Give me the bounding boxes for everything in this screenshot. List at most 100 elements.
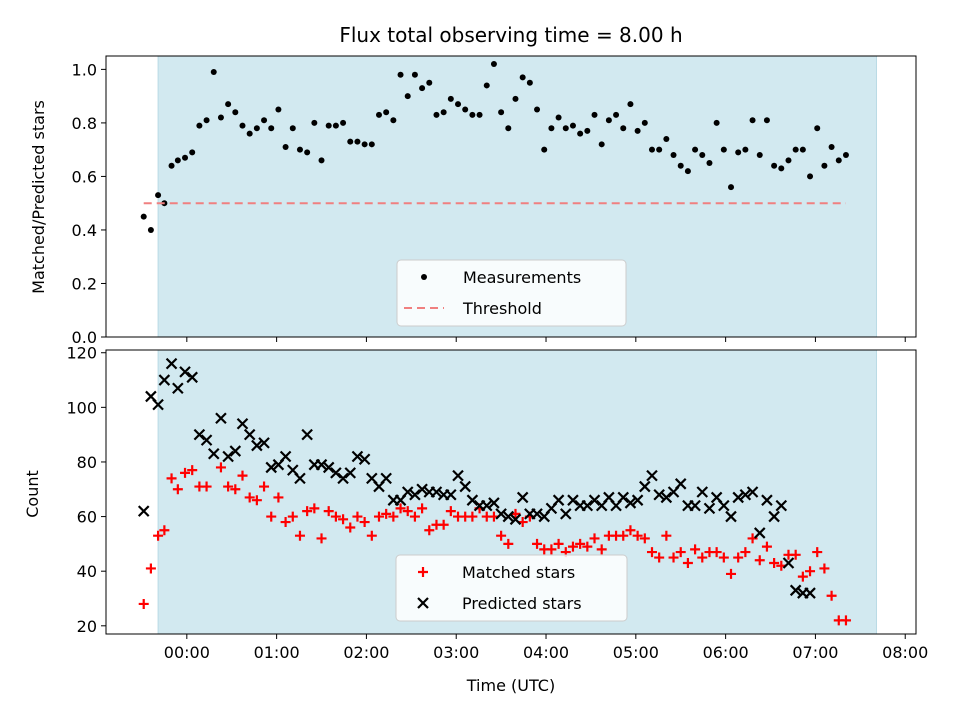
legend-label: Predicted stars [462, 594, 582, 613]
matched-star-point [697, 552, 708, 563]
measurement-point [778, 165, 785, 172]
predicted-star-point [639, 480, 651, 493]
measurement-point [426, 79, 433, 86]
measurement-point [735, 149, 742, 156]
measurement-point [512, 95, 519, 102]
matched-star-point [424, 525, 435, 536]
measurement-point [469, 111, 476, 118]
matched-star-point [345, 522, 356, 533]
matched-star-point [187, 465, 198, 476]
bottom-y-tick-label: 80 [77, 453, 97, 472]
matched-star-point [323, 506, 334, 517]
matched-star-point [740, 547, 751, 558]
measurement-point [598, 141, 605, 148]
measurement-point [692, 146, 699, 153]
matched-star-point [826, 590, 837, 601]
predicted-star-point [488, 497, 500, 509]
measurement-point [261, 117, 268, 124]
predicted-star-point [251, 439, 263, 452]
measurement-point [203, 117, 210, 124]
measurement-point [155, 192, 162, 199]
matched-star-point [445, 506, 456, 517]
measurement-point [147, 226, 154, 233]
top-y-tick-label: 0.0 [72, 328, 97, 347]
measurement-point [296, 146, 303, 153]
matched-star-point [582, 541, 593, 552]
measurement-point [217, 114, 224, 121]
measurement-point [304, 149, 311, 156]
bottom-axes-frame [105, 349, 917, 635]
matched-star-point [761, 541, 772, 552]
predicted-star-point [804, 587, 816, 599]
measurement-point [189, 149, 196, 156]
measurement-point [289, 125, 296, 132]
legend-predicted-marker [417, 597, 429, 609]
predicted-star-point [301, 428, 313, 441]
matched-star-point [726, 568, 737, 579]
matched-star-point [661, 530, 672, 541]
predicted-star-point [452, 469, 464, 482]
matched-star-point [467, 511, 478, 522]
measurement-point [354, 138, 361, 145]
measurement-point [483, 82, 490, 89]
measurement-point [505, 125, 512, 132]
matched-star-point [532, 538, 543, 549]
measurement-point [605, 117, 612, 124]
predicted-star-point [229, 445, 242, 457]
matched-star-point [733, 552, 744, 563]
bottom-legend-box [395, 554, 628, 622]
measurement-point [634, 127, 641, 134]
matched-star-point [273, 492, 284, 503]
predicted-star-point [330, 467, 342, 479]
matched-star-point [153, 530, 164, 541]
matched-star-point [266, 511, 277, 522]
predicted-star-point [401, 486, 414, 498]
predicted-star-point [732, 491, 744, 504]
predicted-star-point [509, 513, 522, 526]
bottom-y-axis-label: Count [23, 470, 42, 518]
matched-star-point [373, 511, 384, 522]
measurement-point [613, 111, 620, 118]
matched-star-point [503, 538, 514, 549]
measurement-point [742, 146, 749, 153]
measurement-point [282, 143, 289, 150]
measurement-point [347, 138, 354, 145]
top-panel: 0.0 0.2 0.4 0.6 0.8 1.0 Measurements Threshold [72, 55, 917, 347]
predicted-star-point [761, 494, 773, 506]
matched-star-point [180, 467, 191, 478]
matched-star-point [237, 470, 248, 481]
measurement-point [447, 95, 454, 102]
measurement-point [397, 71, 404, 78]
predicted-star-point [560, 508, 572, 520]
matched-star-point [496, 530, 507, 541]
measurement-point [620, 125, 627, 132]
measurement-point [648, 146, 655, 153]
measurement-point [476, 111, 483, 118]
matched-star-point [359, 517, 370, 528]
measurement-point [140, 213, 147, 220]
matched-star-point [596, 544, 607, 555]
measurement-point [411, 71, 418, 78]
predicted-star-point [502, 510, 515, 523]
predicted-star-point [430, 486, 443, 498]
matched-star-point [682, 558, 693, 568]
measurement-point [534, 106, 541, 113]
x-tick-label: 02:00 [343, 643, 389, 662]
predicted-star-point [480, 499, 493, 512]
measurement-point [440, 109, 447, 116]
measurement-point [490, 61, 497, 68]
legend-label: Matched stars [462, 563, 575, 582]
measurement-point [246, 130, 253, 137]
legend-label: Measurements [463, 268, 581, 287]
measurement-point [699, 152, 706, 159]
measurement-point [785, 157, 792, 164]
measurement-point [763, 117, 770, 124]
matched-star-point [409, 511, 420, 522]
predicted-star-point [380, 472, 392, 485]
matched-star-point [230, 484, 241, 495]
top-y-axis-label: Matched/Predicted stars [29, 100, 48, 294]
predicted-star-point [567, 494, 579, 506]
matched-star-point [812, 547, 823, 558]
bottom-y-tick-label: 60 [77, 508, 97, 527]
matched-star-point [145, 563, 156, 574]
